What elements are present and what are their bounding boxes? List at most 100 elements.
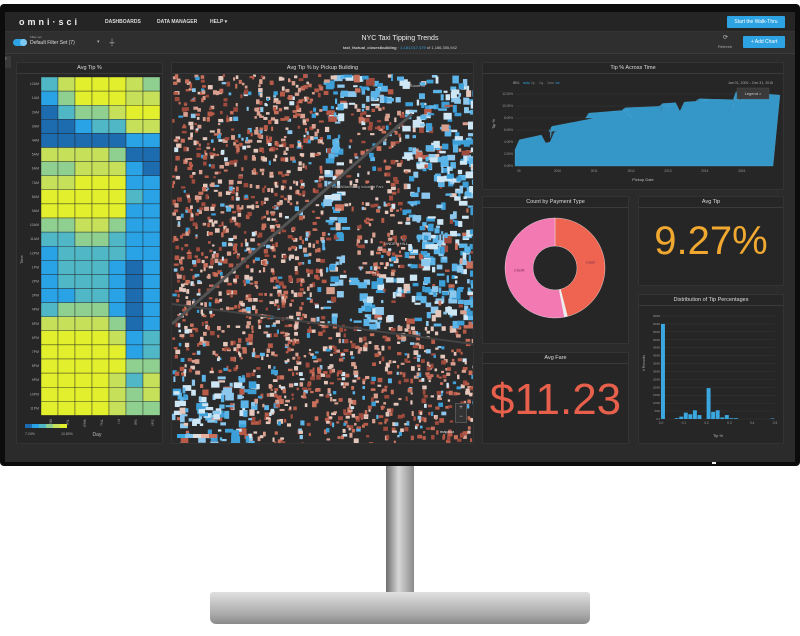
building (284, 403, 289, 406)
building (326, 237, 332, 241)
y-tick-label: 3PM (32, 294, 39, 298)
building (433, 293, 437, 297)
place-label: East Williamsburg Industrial Park (332, 185, 384, 189)
heatmap-cell (91, 401, 110, 416)
building (383, 203, 388, 207)
building (451, 358, 455, 362)
building (265, 135, 269, 140)
heatmap-chart[interactable]: 12AM1AM2AM3AM4AM5AM6AM7AM8AM9AM10AM11AM1… (17, 74, 162, 444)
building (464, 107, 469, 114)
building (385, 411, 390, 417)
building (403, 183, 408, 190)
building (172, 175, 176, 178)
building (226, 289, 232, 294)
building (172, 119, 175, 123)
building (182, 308, 185, 312)
building (251, 325, 254, 330)
building (441, 166, 444, 174)
building-map[interactable] (172, 74, 473, 443)
dashboard-title: NYC Taxi Tipping Trends (361, 35, 439, 42)
place-label: LINDEN HILL (384, 241, 409, 246)
building (276, 144, 279, 147)
building (234, 305, 238, 309)
building (413, 375, 419, 379)
building (326, 287, 335, 295)
building (435, 406, 440, 410)
building (246, 106, 249, 111)
building (363, 302, 373, 307)
tip-time-chart[interactable]: 0.00%2.00%4.00%6.00%8.00%10.00%12.00%09 2… (483, 74, 783, 189)
building (357, 350, 361, 354)
filter-toggle[interactable] (13, 39, 27, 46)
nav-dashboards[interactable]: DASHBOARDS (105, 19, 141, 25)
nav-help[interactable]: HELP ▾ (210, 19, 228, 25)
heatmap-cell (91, 175, 110, 190)
building (356, 426, 362, 429)
heatmap-cell (91, 147, 110, 162)
building (404, 183, 411, 190)
filter-icon[interactable]: ⏚ (108, 38, 116, 47)
chevron-down-icon[interactable]: ▾ (97, 39, 100, 45)
filter-select[interactable]: Default Filter Set (7) (30, 40, 75, 46)
building (241, 205, 244, 210)
building (386, 98, 394, 102)
building (210, 154, 214, 159)
building (320, 272, 323, 277)
building (308, 162, 312, 165)
building (319, 109, 323, 112)
building (243, 389, 252, 393)
building (208, 231, 213, 236)
refresh-label[interactable]: Refresh (718, 44, 733, 49)
x-tick-label: Tue (66, 419, 70, 425)
building (327, 233, 330, 236)
building (346, 424, 350, 428)
building (202, 117, 206, 122)
building (273, 366, 276, 370)
building (238, 309, 241, 313)
building (172, 184, 175, 188)
building (195, 128, 198, 133)
building (250, 421, 260, 425)
heatmap-cell (91, 302, 110, 317)
building (435, 310, 442, 318)
building (352, 399, 357, 405)
zoom-to-button[interactable]: Zoom to (410, 83, 425, 88)
building (363, 346, 368, 352)
building (191, 213, 194, 218)
building (426, 311, 431, 319)
building (436, 176, 445, 183)
building (289, 186, 292, 190)
building (244, 155, 247, 161)
building (313, 136, 319, 140)
building (236, 147, 240, 152)
building (457, 299, 464, 305)
building (172, 212, 177, 216)
sidebar-expand-icon[interactable]: › (5, 56, 11, 68)
pie-slice (554, 217, 606, 317)
heatmap-cell (91, 217, 110, 233)
tip-histogram[interactable]: 0.050M100M150M200M250M300M350M400M450M50… (639, 306, 783, 443)
map-legend-swatch (201, 434, 209, 438)
building (238, 207, 242, 211)
building (367, 296, 374, 303)
building (201, 98, 204, 103)
filter-caption: Filter set (30, 35, 42, 39)
walkthru-button[interactable]: Start the Walk-Thru (727, 16, 785, 28)
building (300, 395, 305, 398)
heatmap-cell (57, 344, 76, 360)
building (177, 221, 181, 226)
refresh-icon[interactable]: ⟳ (723, 35, 729, 41)
building (370, 304, 376, 309)
building (391, 256, 397, 262)
nav-data-manager[interactable]: DATA MANAGER (157, 19, 198, 25)
building (175, 245, 180, 250)
building (294, 341, 300, 344)
map-zoom-controls[interactable]: + − (455, 403, 467, 423)
building (444, 232, 448, 238)
building (241, 82, 245, 86)
building (206, 231, 209, 237)
building (245, 294, 249, 298)
building (323, 380, 328, 385)
add-chart-button[interactable]: + Add Chart (743, 36, 785, 48)
